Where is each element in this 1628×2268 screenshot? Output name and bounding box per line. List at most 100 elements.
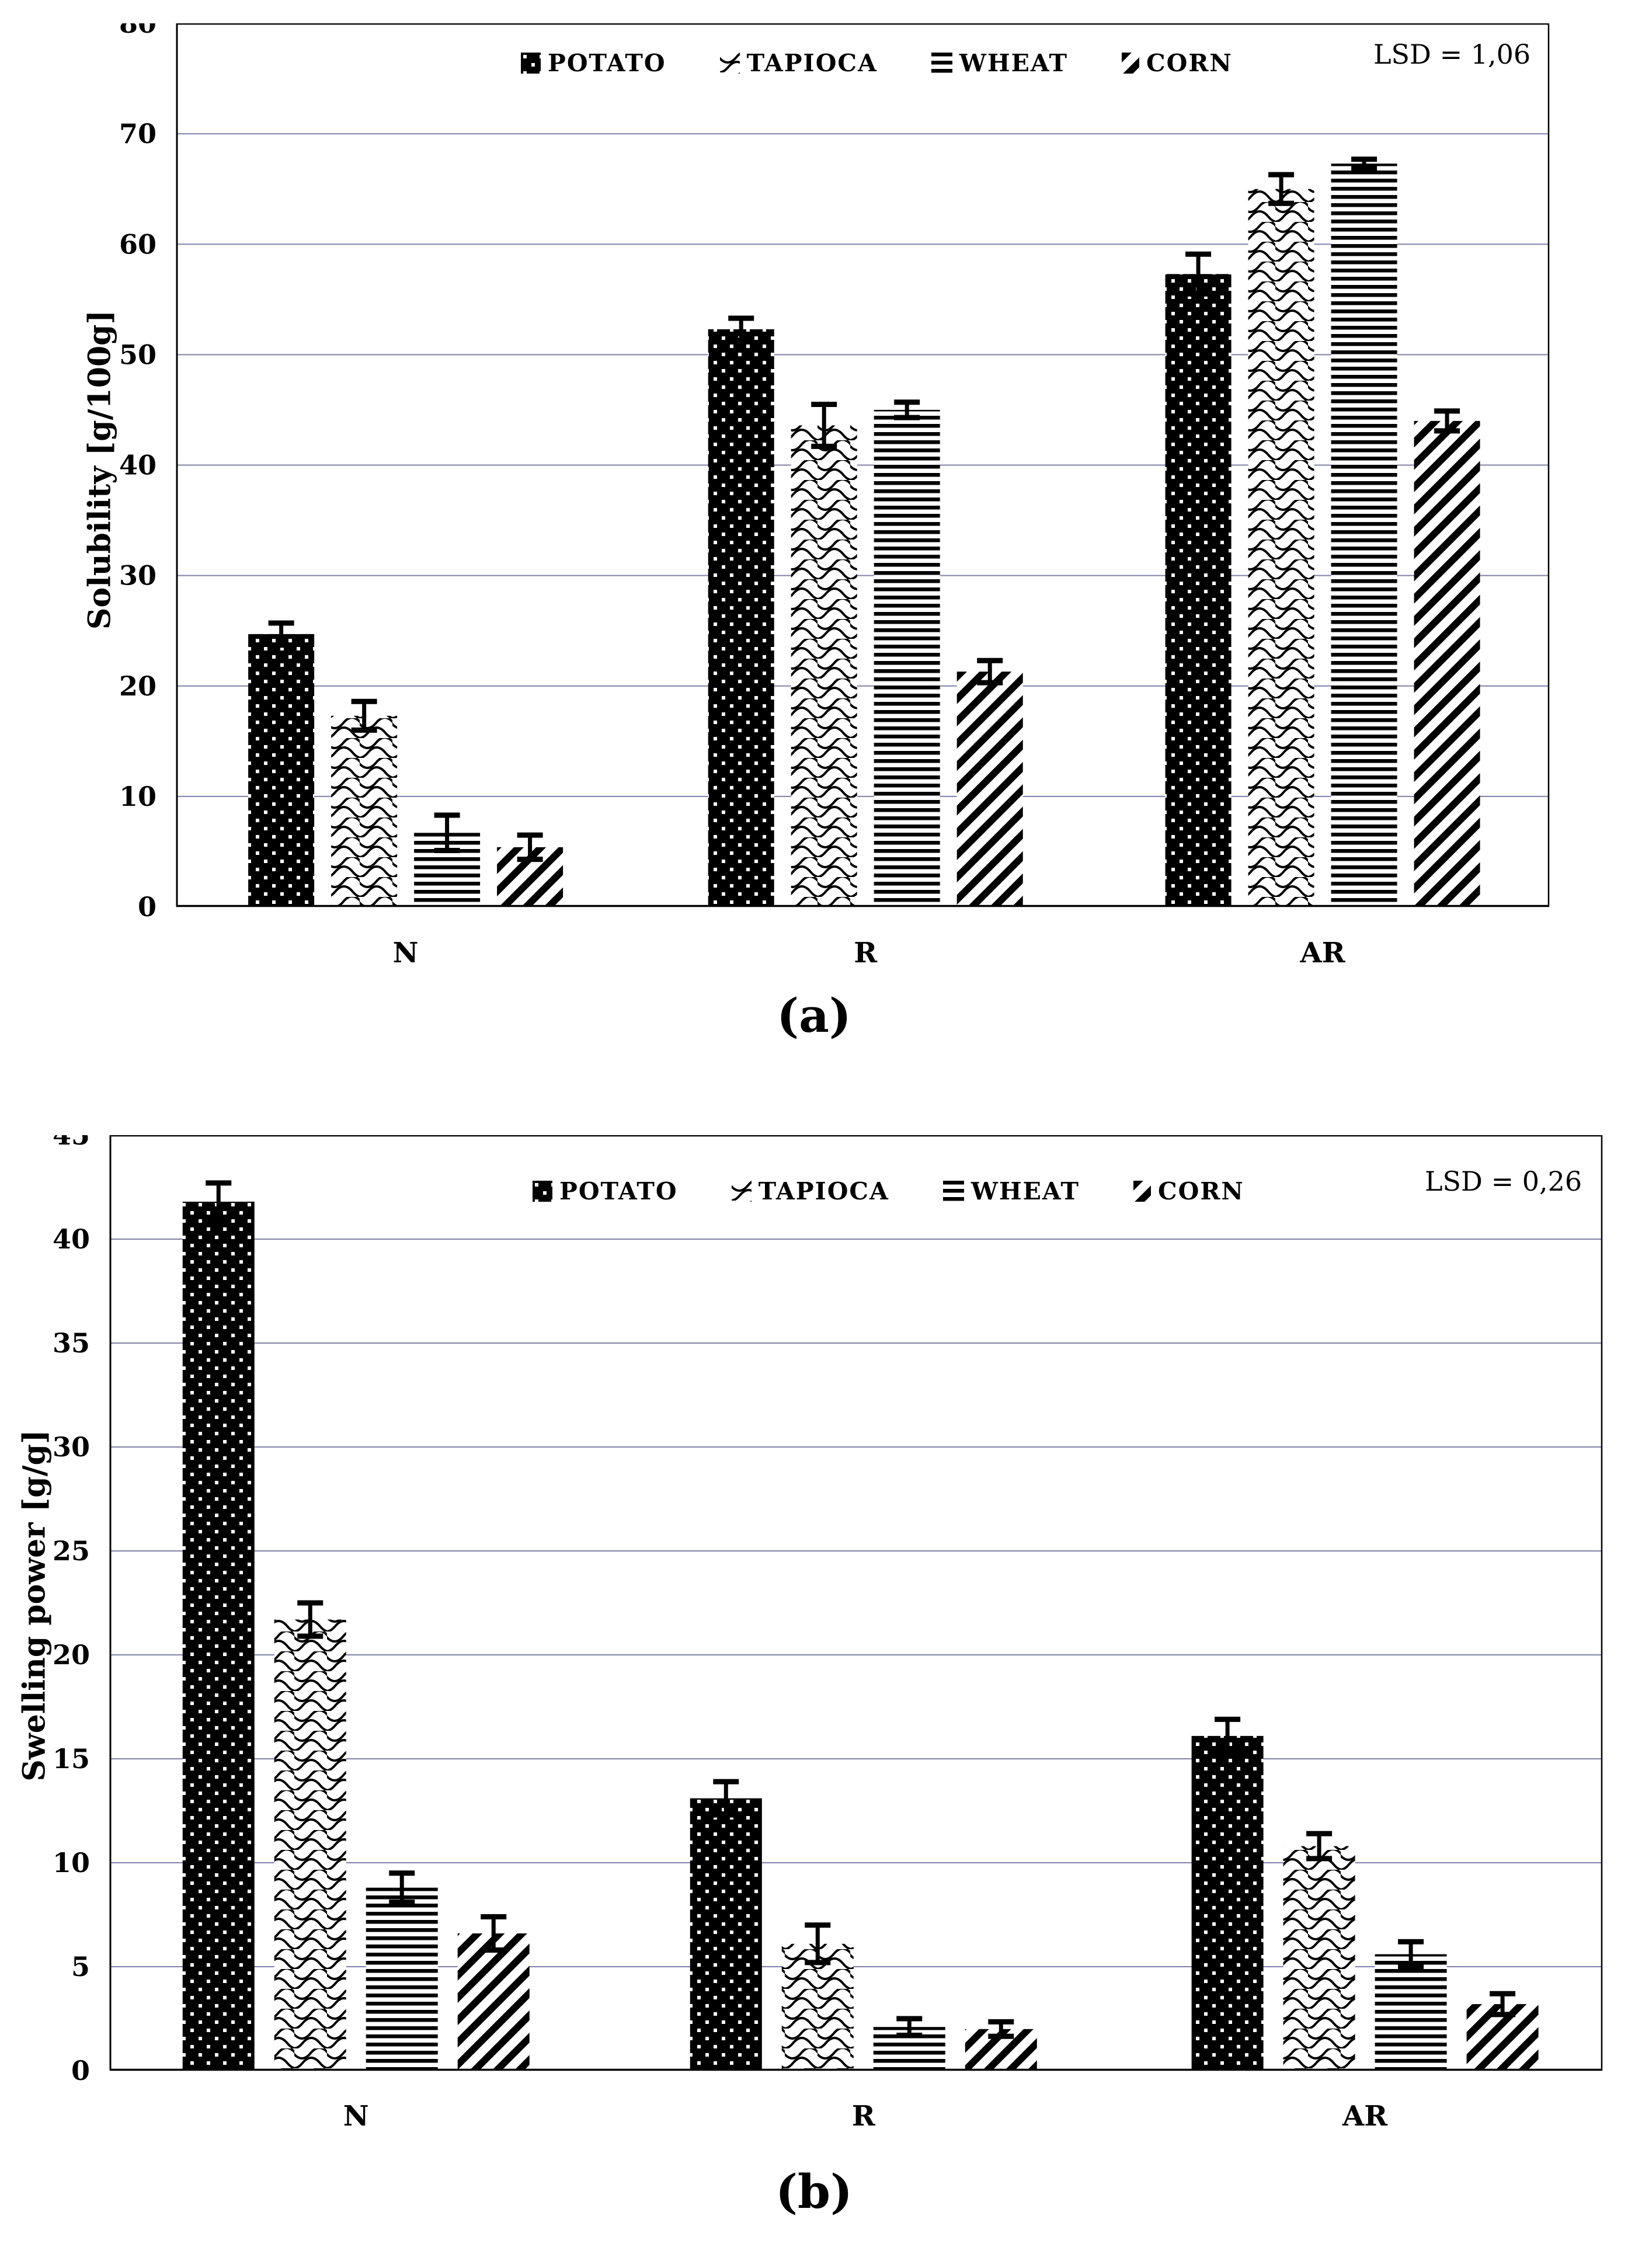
bar-potato-r — [690, 1798, 762, 2071]
legend-item-tapioca: TAPIOCA — [731, 1177, 889, 1205]
x-category-label-r: R — [854, 937, 878, 969]
y-tick-label-10: 10 — [119, 781, 156, 812]
y-tick-label-0: 0 — [71, 2055, 90, 2086]
tapioca-pattern-swatch-icon — [719, 53, 740, 74]
error-bar-tapioca-r — [811, 401, 837, 449]
legend-label-wheat: WHEAT — [970, 1177, 1080, 1205]
bar-corn-r — [956, 672, 1023, 907]
x-category-label-r: R — [852, 2100, 876, 2133]
y-tick-label-25: 25 — [53, 1535, 90, 1567]
legend-item-wheat: WHEAT — [942, 1177, 1080, 1205]
legend-item-potato: POTATO — [521, 49, 666, 77]
legend-item-wheat: WHEAT — [931, 49, 1068, 77]
error-bar-corn-r — [977, 658, 1003, 686]
y-tick-label-15: 15 — [53, 1743, 90, 1775]
bar-corn-n — [457, 1933, 530, 2071]
x-category-label-ar: AR — [1300, 937, 1346, 969]
error-bar-wheat-r — [894, 399, 920, 420]
legend-label-tapioca: TAPIOCA — [758, 1177, 889, 1205]
legend-label-corn: CORN — [1157, 1177, 1244, 1205]
wheat-pattern-swatch-icon — [942, 1181, 964, 1202]
chart-a-lsd-annotation: LSD = 1,06 — [1373, 39, 1531, 70]
corn-pattern-swatch-icon — [1133, 1181, 1151, 1202]
error-bar-tapioca-n — [297, 1600, 323, 1639]
tapioca-pattern-swatch-icon — [731, 1181, 752, 1202]
y-tick-label-10: 10 — [53, 1847, 90, 1879]
wheat-pattern-swatch-icon — [931, 53, 952, 74]
solubility-chart-canvas: 0 10 20 30 40 50 60 70 80 N R AR — [119, 23, 1550, 969]
chart-a-legend: POTATO TAPIOCA WHEAT CORN — [521, 49, 1233, 77]
error-bar-potato-ar — [1215, 1716, 1241, 1755]
error-bar-corn-ar — [1490, 1991, 1516, 2017]
error-bar-tapioca-n — [351, 698, 377, 733]
error-bar-corn-r — [988, 2019, 1014, 2039]
corn-pattern-swatch-icon — [1121, 53, 1139, 74]
y-tick-label-45: 45 — [53, 1135, 90, 1151]
error-bar-wheat-ar — [1398, 1939, 1424, 1970]
y-tick-label-30: 30 — [119, 560, 156, 592]
error-bar-wheat-n — [389, 1870, 415, 1905]
legend-label-potato: POTATO — [559, 1177, 678, 1205]
error-bar-wheat-r — [896, 2016, 923, 2038]
bar-tapioca-r — [791, 425, 857, 907]
chart-b-caption: (b) — [775, 2164, 853, 2219]
swelling-chart-canvas: 0 5 10 15 20 25 30 35 40 45 N R AR — [53, 1135, 1603, 2133]
error-bar-tapioca-ar — [1268, 172, 1295, 206]
bar-tapioca-n — [331, 715, 398, 907]
y-tick-label-5: 5 — [71, 1951, 90, 1982]
error-bar-tapioca-r — [805, 1922, 831, 1966]
error-bar-wheat-n — [434, 812, 460, 854]
error-bar-corn-n — [517, 832, 543, 862]
error-bar-tapioca-ar — [1306, 1831, 1333, 1862]
bar-potato-n — [182, 1201, 255, 2071]
bar-wheat-ar — [1331, 164, 1397, 907]
x-category-label-n: N — [343, 2100, 369, 2133]
bar-potato-ar — [1191, 1735, 1264, 2071]
error-bar-potato-r — [713, 1779, 739, 1818]
bar-potato-r — [708, 329, 774, 907]
error-bar-corn-ar — [1434, 408, 1460, 434]
y-tick-label-40: 40 — [53, 1223, 90, 1255]
y-tick-label-30: 30 — [53, 1431, 90, 1463]
potato-pattern-swatch-icon — [533, 1181, 552, 1202]
y-tick-label-40: 40 — [119, 450, 156, 481]
chart-a-caption: (a) — [777, 988, 851, 1043]
bar-tapioca-ar — [1283, 1846, 1355, 2071]
legend-item-tapioca: TAPIOCA — [719, 49, 878, 77]
error-bar-potato-n — [206, 1180, 232, 1223]
bar-wheat-n — [366, 1887, 438, 2071]
bar-tapioca-ar — [1248, 189, 1314, 907]
legend-label-corn: CORN — [1146, 49, 1233, 77]
legend-label-potato: POTATO — [548, 49, 666, 77]
chart-b-legend: POTATO TAPIOCA WHEAT CORN — [533, 1177, 1244, 1205]
legend-item-potato: POTATO — [533, 1177, 678, 1205]
error-bar-potato-ar — [1185, 251, 1212, 297]
y-tick-label-35: 35 — [53, 1327, 90, 1359]
chart-b-lsd-annotation: LSD = 0,26 — [1425, 1166, 1582, 1197]
y-tick-label-60: 60 — [119, 228, 156, 260]
y-tick-label-20: 20 — [53, 1639, 90, 1671]
bar-wheat-r — [874, 409, 940, 907]
legend-item-corn: CORN — [1121, 49, 1233, 77]
y-tick-label-20: 20 — [119, 670, 156, 702]
error-bar-potato-n — [268, 620, 294, 648]
legend-label-wheat: WHEAT — [959, 49, 1068, 77]
y-tick-label-70: 70 — [119, 118, 156, 149]
error-bar-potato-r — [728, 315, 754, 343]
potato-pattern-swatch-icon — [521, 53, 541, 74]
error-bar-corn-n — [481, 1914, 507, 1953]
y-tick-label-0: 0 — [138, 891, 156, 923]
bar-corn-ar — [1414, 420, 1480, 907]
bar-potato-ar — [1165, 274, 1232, 907]
error-bar-wheat-ar — [1351, 156, 1377, 171]
bar-wheat-ar — [1375, 1954, 1447, 2071]
x-category-label-n: N — [393, 937, 419, 969]
legend-label-tapioca: TAPIOCA — [746, 49, 878, 77]
y-tick-label-80: 80 — [119, 23, 156, 39]
bar-potato-n — [248, 634, 315, 907]
legend-item-corn: CORN — [1133, 1177, 1244, 1205]
y-tick-label-50: 50 — [119, 339, 156, 370]
x-category-label-ar: AR — [1342, 2100, 1388, 2133]
bar-tapioca-n — [274, 1619, 346, 2071]
